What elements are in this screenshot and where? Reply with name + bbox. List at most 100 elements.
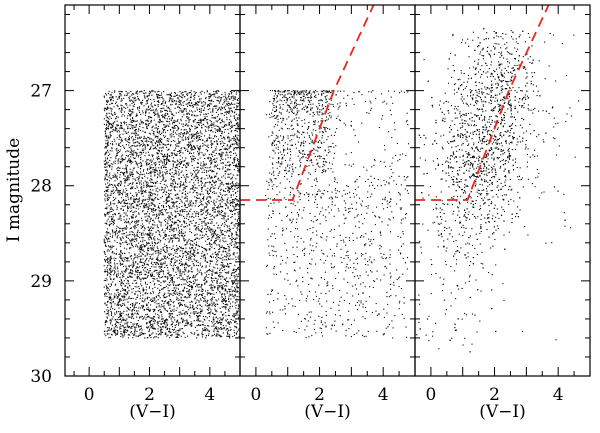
- data-point: [121, 140, 123, 142]
- data-point: [122, 237, 124, 239]
- data-point: [213, 302, 215, 304]
- data-point: [125, 168, 127, 170]
- data-point: [191, 137, 193, 139]
- data-point: [108, 257, 110, 259]
- data-point: [185, 222, 187, 224]
- data-point: [222, 264, 224, 266]
- data-point: [151, 126, 153, 128]
- data-point: [236, 203, 238, 205]
- data-point: [185, 166, 187, 169]
- data-point: [112, 126, 114, 128]
- data-point: [136, 113, 138, 115]
- data-point: [211, 305, 213, 307]
- data-point: [109, 208, 111, 210]
- data-point: [110, 245, 112, 247]
- data-point: [200, 258, 202, 260]
- data-point: [106, 267, 108, 269]
- data-point: [127, 196, 129, 198]
- data-point: [200, 299, 202, 301]
- data-point: [226, 144, 229, 146]
- data-point: [126, 172, 128, 174]
- data-point: [233, 125, 235, 127]
- data-point: [105, 140, 107, 142]
- data-point: [137, 310, 139, 312]
- data-point: [120, 202, 122, 204]
- data-point: [215, 117, 217, 119]
- data-point: [134, 328, 136, 330]
- data-point: [134, 225, 136, 227]
- data-point: [191, 333, 193, 335]
- data-point: [167, 253, 169, 255]
- data-point: [233, 206, 235, 208]
- data-point: [123, 205, 125, 207]
- data-point: [114, 185, 116, 187]
- data-point: [194, 249, 196, 252]
- data-point: [196, 237, 199, 239]
- data-point: [212, 110, 214, 112]
- data-point: [142, 269, 144, 271]
- data-point: [120, 100, 122, 102]
- data-point: [150, 91, 152, 93]
- data-point: [169, 280, 171, 282]
- data-point: [140, 233, 142, 235]
- data-point: [124, 319, 126, 321]
- data-point: [182, 209, 184, 211]
- data-point: [112, 298, 114, 300]
- data-point: [156, 145, 158, 147]
- data-point: [163, 162, 165, 164]
- data-point: [194, 275, 196, 277]
- data-point: [215, 180, 217, 182]
- data-point: [219, 335, 221, 337]
- data-point: [157, 259, 159, 261]
- data-point: [207, 222, 209, 224]
- data-point: [152, 189, 154, 191]
- data-point: [190, 110, 192, 112]
- data-point: [126, 124, 128, 126]
- data-point: [185, 200, 187, 202]
- data-point: [178, 178, 180, 180]
- data-point: [159, 221, 161, 223]
- data-point: [178, 174, 180, 176]
- data-point: [128, 316, 130, 318]
- data-point: [238, 211, 240, 213]
- data-point: [222, 161, 224, 164]
- data-point: [193, 121, 195, 123]
- data-point: [109, 150, 111, 152]
- data-point: [182, 94, 184, 96]
- data-point: [172, 140, 174, 142]
- data-point: [135, 131, 137, 133]
- data-point: [233, 90, 235, 92]
- data-point: [197, 180, 199, 182]
- data-point: [227, 264, 229, 266]
- data-point: [119, 256, 121, 258]
- data-point: [225, 251, 227, 253]
- data-point: [146, 254, 148, 256]
- data-point: [135, 141, 137, 143]
- data-point: [114, 118, 116, 120]
- data-point: [193, 156, 195, 158]
- data-point: [112, 114, 114, 117]
- data-point: [219, 202, 221, 204]
- data-point: [104, 191, 106, 193]
- data-point: [142, 241, 144, 243]
- data-point: [154, 146, 157, 148]
- data-point: [157, 141, 159, 143]
- data-point: [183, 266, 186, 268]
- data-point: [206, 280, 208, 282]
- data-point: [226, 194, 228, 196]
- data-point: [169, 293, 171, 295]
- data-point: [193, 211, 195, 213]
- data-point: [179, 328, 181, 330]
- data-point: [178, 329, 180, 331]
- data-point: [118, 135, 120, 137]
- data-point: [199, 147, 201, 149]
- data-point: [108, 314, 110, 316]
- data-point: [206, 281, 208, 283]
- data-point: [188, 145, 190, 147]
- data-point: [135, 134, 137, 137]
- data-point: [148, 120, 150, 122]
- data-point: [138, 177, 140, 179]
- data-point: [171, 135, 173, 137]
- data-point: [130, 255, 133, 257]
- data-point: [125, 265, 127, 267]
